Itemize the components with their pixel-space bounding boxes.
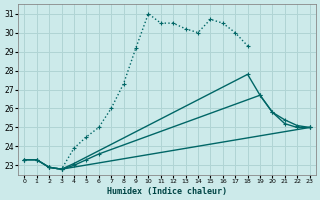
X-axis label: Humidex (Indice chaleur): Humidex (Indice chaleur) bbox=[107, 187, 227, 196]
